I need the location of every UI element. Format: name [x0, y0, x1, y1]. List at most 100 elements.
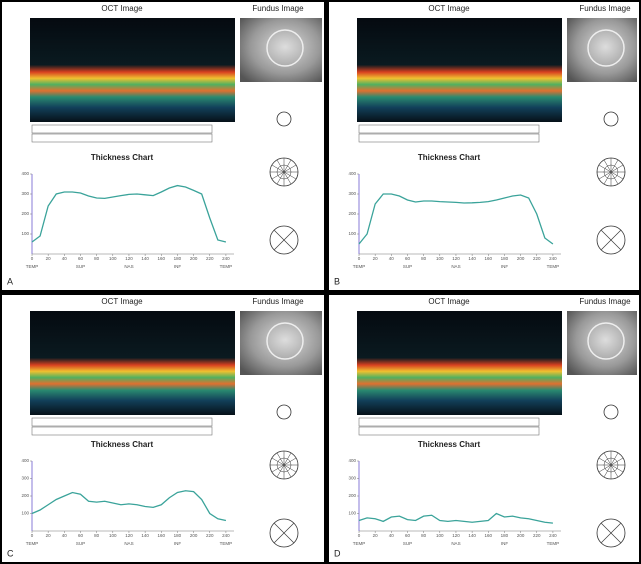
field-box	[31, 124, 213, 134]
x-tick-label: 200	[517, 533, 525, 538]
y-tick-label: 100	[348, 231, 356, 236]
x-region-label: SUP	[403, 541, 412, 546]
x-tick-label: 80	[94, 533, 100, 538]
x-tick-label: 80	[94, 256, 100, 261]
x-tick-label: 80	[421, 256, 427, 261]
x-region-label: INF	[174, 541, 182, 546]
x-tick-label: 40	[62, 256, 68, 261]
sector-icon	[269, 518, 299, 548]
x-tick-label: 140	[468, 533, 476, 538]
thickness-line	[31, 490, 227, 522]
y-tick-label: 400	[348, 458, 356, 463]
y-tick-label: 300	[348, 476, 356, 481]
fundus-title: Fundus Image	[252, 297, 304, 306]
oct-image	[30, 18, 235, 122]
x-tick-label: 240	[549, 533, 557, 538]
fundus-ring	[587, 29, 625, 67]
x-tick-label: 140	[468, 256, 476, 261]
x-tick-label: 0	[31, 256, 34, 261]
oct-title: OCT Image	[101, 4, 143, 13]
x-tick-label: 100	[436, 256, 444, 261]
field-box	[358, 426, 540, 436]
x-tick-label: 0	[31, 533, 34, 538]
panel: OCT Image Fundus Image B Thickness Chart 100…	[329, 2, 639, 290]
x-tick-label: 220	[533, 256, 541, 261]
fundus-title: Fundus Image	[579, 4, 631, 13]
sector-icon	[269, 225, 299, 255]
x-tick-label: 60	[78, 256, 84, 261]
x-tick-label: 20	[373, 533, 379, 538]
x-region-label: INF	[501, 264, 509, 269]
field-box	[358, 417, 540, 427]
chart-title: Thickness Chart	[418, 153, 481, 162]
x-region-label: TEMP	[547, 541, 560, 546]
x-tick-label: 240	[222, 256, 230, 261]
x-tick-label: 140	[141, 256, 149, 261]
x-tick-label: 60	[405, 533, 411, 538]
oct-image	[30, 311, 235, 415]
sector-icon-line	[273, 522, 295, 544]
y-tick-label: 100	[21, 231, 29, 236]
panel-letter: D	[334, 548, 341, 558]
field-box	[31, 133, 213, 143]
x-region-label: TEMP	[26, 264, 39, 269]
panel: OCT Image Fundus Image C Thickness Chart 100…	[2, 295, 324, 562]
chart-title: Thickness Chart	[418, 440, 481, 449]
sector-icon-line	[600, 522, 622, 544]
x-tick-label: 220	[206, 256, 214, 261]
x-region-label: NAS	[451, 541, 460, 546]
x-tick-label: 160	[485, 256, 493, 261]
x-tick-label: 60	[405, 256, 411, 261]
grid-icon-inner	[603, 457, 619, 473]
field-box	[31, 417, 213, 427]
x-tick-label: 200	[517, 256, 525, 261]
x-tick-label: 120	[125, 533, 133, 538]
x-tick-label: 200	[190, 256, 198, 261]
x-region-label: INF	[174, 264, 182, 269]
field-box	[358, 124, 540, 134]
fundus-image	[567, 18, 637, 82]
scan-icon	[276, 404, 292, 420]
oct-title: OCT Image	[428, 297, 470, 306]
x-tick-label: 180	[174, 533, 182, 538]
x-tick-label: 40	[389, 533, 395, 538]
x-tick-label: 40	[62, 533, 68, 538]
grid-icon-inner	[603, 164, 619, 180]
x-tick-label: 80	[421, 533, 427, 538]
x-region-label: TEMP	[220, 541, 233, 546]
x-tick-label: 140	[141, 533, 149, 538]
oct-title: OCT Image	[101, 297, 143, 306]
fundus-image	[240, 311, 322, 375]
x-region-label: NAS	[124, 541, 133, 546]
x-region-label: TEMP	[547, 264, 560, 269]
x-tick-label: 180	[501, 533, 509, 538]
x-tick-label: 120	[125, 256, 133, 261]
chart-title: Thickness Chart	[91, 440, 154, 449]
fundus-title: Fundus Image	[579, 297, 631, 306]
x-tick-label: 100	[436, 533, 444, 538]
y-tick-label: 400	[21, 171, 29, 176]
x-tick-label: 20	[46, 533, 52, 538]
y-tick-label: 200	[21, 211, 29, 216]
x-region-label: SUP	[403, 264, 412, 269]
oct-image	[357, 18, 562, 122]
fundus-image	[567, 311, 637, 375]
x-region-label: TEMP	[220, 264, 233, 269]
x-tick-label: 160	[485, 533, 493, 538]
x-tick-label: 120	[452, 533, 460, 538]
grid-icon-inner	[276, 457, 292, 473]
x-tick-label: 180	[174, 256, 182, 261]
x-tick-label: 100	[109, 533, 117, 538]
x-tick-label: 20	[46, 256, 52, 261]
x-tick-label: 20	[373, 256, 379, 261]
sector-icon-line	[273, 229, 295, 251]
x-region-label: NAS	[451, 264, 460, 269]
x-tick-label: 200	[190, 533, 198, 538]
y-tick-label: 300	[348, 191, 356, 196]
scan-icon	[276, 111, 292, 127]
x-region-label: TEMP	[353, 541, 366, 546]
x-region-label: TEMP	[353, 264, 366, 269]
sector-icon	[596, 518, 626, 548]
